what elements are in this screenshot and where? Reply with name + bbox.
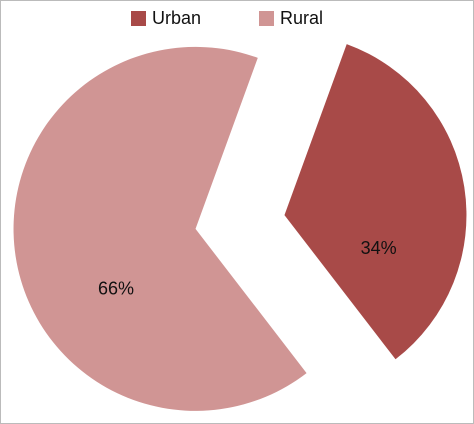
legend-swatch	[131, 11, 146, 26]
legend-label: Urban	[152, 8, 201, 28]
pie-slice	[13, 46, 307, 411]
legend-swatch	[259, 11, 274, 26]
pie-slice	[284, 44, 467, 360]
data-label: 66%	[98, 278, 134, 298]
data-label: 34%	[361, 238, 397, 258]
legend-label: Rural	[280, 8, 323, 28]
